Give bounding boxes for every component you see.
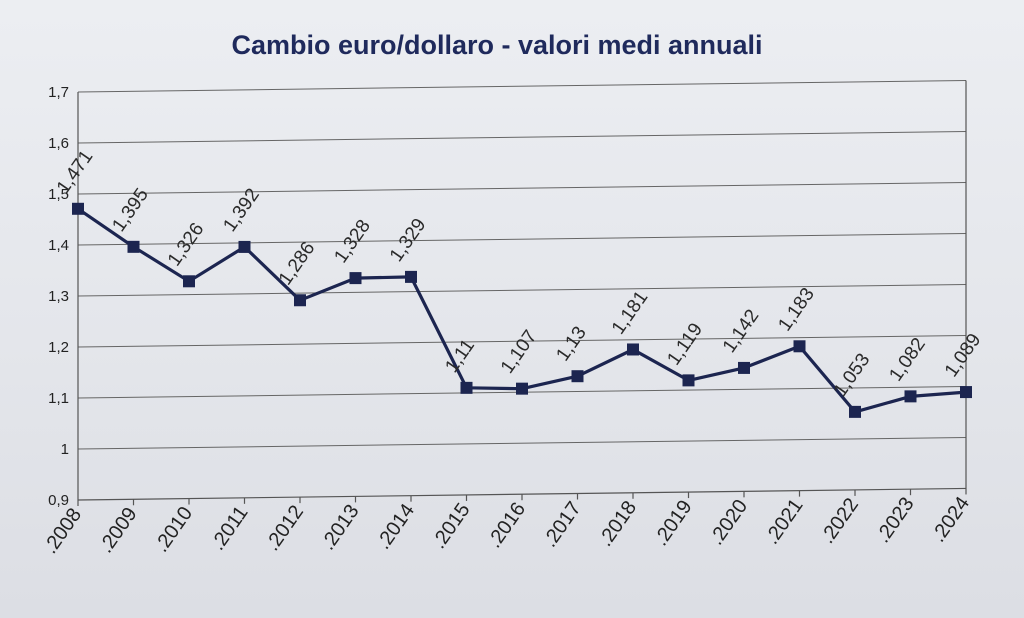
y-tick-label: 1,3 xyxy=(48,288,69,305)
x-tick-label: .2012 xyxy=(261,501,308,555)
x-tick-label: .2015 xyxy=(428,499,475,553)
data-point xyxy=(516,382,528,395)
y-tick-label: 1,6 xyxy=(48,135,69,152)
axes: 0,9 1 1,1 1,2 1,3 1,4 1,5 1,6 1,7 .2008.2009.2010… xyxy=(39,80,974,558)
data-point xyxy=(405,270,417,283)
x-tick-label: .2019 xyxy=(650,496,697,550)
y-tick-label: 1,1 xyxy=(48,390,69,407)
y-gridline xyxy=(77,130,967,144)
data-point xyxy=(460,381,473,394)
data-label: 1,286 xyxy=(275,238,319,289)
data-point xyxy=(571,370,584,383)
x-tick-label: .2022 xyxy=(816,494,863,548)
x-tick-label: .2014 xyxy=(372,500,419,554)
data-label: 1,089 xyxy=(941,330,985,381)
series xyxy=(72,202,972,418)
x-tick-label: .2010 xyxy=(150,503,197,557)
data-point xyxy=(72,202,84,215)
data-label: 1,181 xyxy=(608,287,652,338)
data-point xyxy=(238,240,251,253)
grid xyxy=(77,79,967,450)
x-tick-label: .2008 xyxy=(39,504,86,558)
data-label: 1,119 xyxy=(663,319,707,369)
data-point xyxy=(294,294,306,307)
data-point xyxy=(127,240,140,253)
y-gridline xyxy=(77,283,967,297)
data-label: 1,13 xyxy=(552,323,590,365)
y-gridline xyxy=(77,436,967,450)
data-point xyxy=(960,386,972,399)
data-point xyxy=(183,275,195,288)
x-tick-label: .2017 xyxy=(539,498,586,552)
x-tick-label: .2016 xyxy=(483,498,530,552)
y-tick-label: 1,2 xyxy=(48,339,69,356)
x-tick-label: .2011 xyxy=(207,502,253,554)
data-point xyxy=(682,374,695,387)
y-gridline xyxy=(77,181,967,195)
data-label: 1,107 xyxy=(497,327,541,378)
data-label: 1,183 xyxy=(774,284,818,335)
y-tick-label: 1,5 xyxy=(48,186,69,203)
data-label: 1,142 xyxy=(719,306,763,357)
y-gridline xyxy=(77,334,967,348)
data-point xyxy=(627,343,639,356)
x-tick-label: .2020 xyxy=(705,496,752,550)
y-gridline xyxy=(77,79,967,93)
data-point xyxy=(793,340,806,353)
x-tick-label: .2024 xyxy=(927,493,974,547)
data-point xyxy=(349,272,362,285)
data-point xyxy=(904,390,917,403)
data-label: 1,053 xyxy=(830,350,874,401)
data-label: 1,326 xyxy=(164,219,208,270)
data-label: 1,082 xyxy=(885,334,929,385)
y-tick-label: 1,7 xyxy=(48,84,69,101)
data-point xyxy=(738,361,750,374)
x-tick-label: .2018 xyxy=(594,497,641,551)
y-tick-label: 1,4 xyxy=(48,237,69,254)
y-tick-label: 1 xyxy=(61,441,69,458)
chart-title: Cambio euro/dollaro - valori medi annual… xyxy=(231,30,762,60)
x-tick-label: .2023 xyxy=(872,493,919,547)
x-tick-label: .2009 xyxy=(95,504,142,558)
data-label: 1,395 xyxy=(108,185,152,236)
x-tick-label: .2013 xyxy=(317,501,364,555)
y-tick-label: 0,9 xyxy=(48,492,69,509)
y-gridline xyxy=(77,232,967,246)
data-point xyxy=(849,405,861,418)
x-tick-label: .2021 xyxy=(761,495,808,549)
data-label: 1,471 xyxy=(53,147,97,198)
